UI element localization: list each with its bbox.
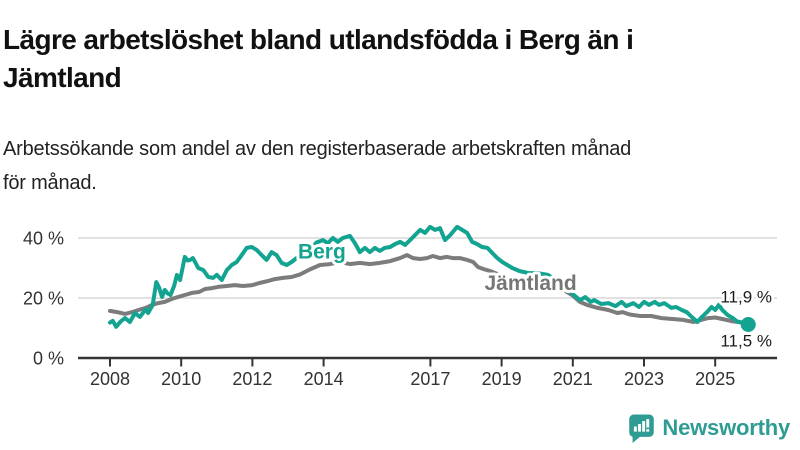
x-tick-label: 2017 (410, 369, 450, 389)
end-value-label: 11,5 % (720, 332, 772, 351)
y-tick-label: 0 % (33, 349, 64, 369)
chart-title: Lägre arbetslöshet bland utlandsfödda i … (3, 23, 634, 93)
newsworthy-speech-bubble-bars-icon (629, 414, 655, 443)
jmtland-line (108, 253, 750, 325)
chart-subtitle: Arbetssökande som andel av den registerb… (3, 138, 632, 194)
berg-line (108, 224, 750, 329)
berg-series-label: Berg (298, 240, 346, 263)
x-tick-label: 2023 (624, 369, 664, 389)
y-tick-label: 20 % (23, 289, 64, 309)
x-tick-label: 2019 (482, 369, 522, 389)
end-value-label: 11,9 % (720, 288, 772, 307)
x-tick-label: 2008 (90, 369, 130, 389)
x-tick-label: 2010 (161, 369, 201, 389)
x-tick-label: 2014 (304, 369, 344, 389)
x-tick-label: 2021 (553, 369, 593, 389)
newsworthy-logo: Newsworthy (628, 411, 790, 445)
x-tick-label: 2025 (695, 369, 735, 389)
jmtland-series-label: Jämtland (485, 272, 577, 295)
newsworthy-logo-text: Newsworthy (662, 415, 790, 440)
series-end-dot (740, 317, 756, 332)
x-tick-label: 2012 (232, 369, 272, 389)
y-tick-label: 40 % (23, 229, 64, 249)
